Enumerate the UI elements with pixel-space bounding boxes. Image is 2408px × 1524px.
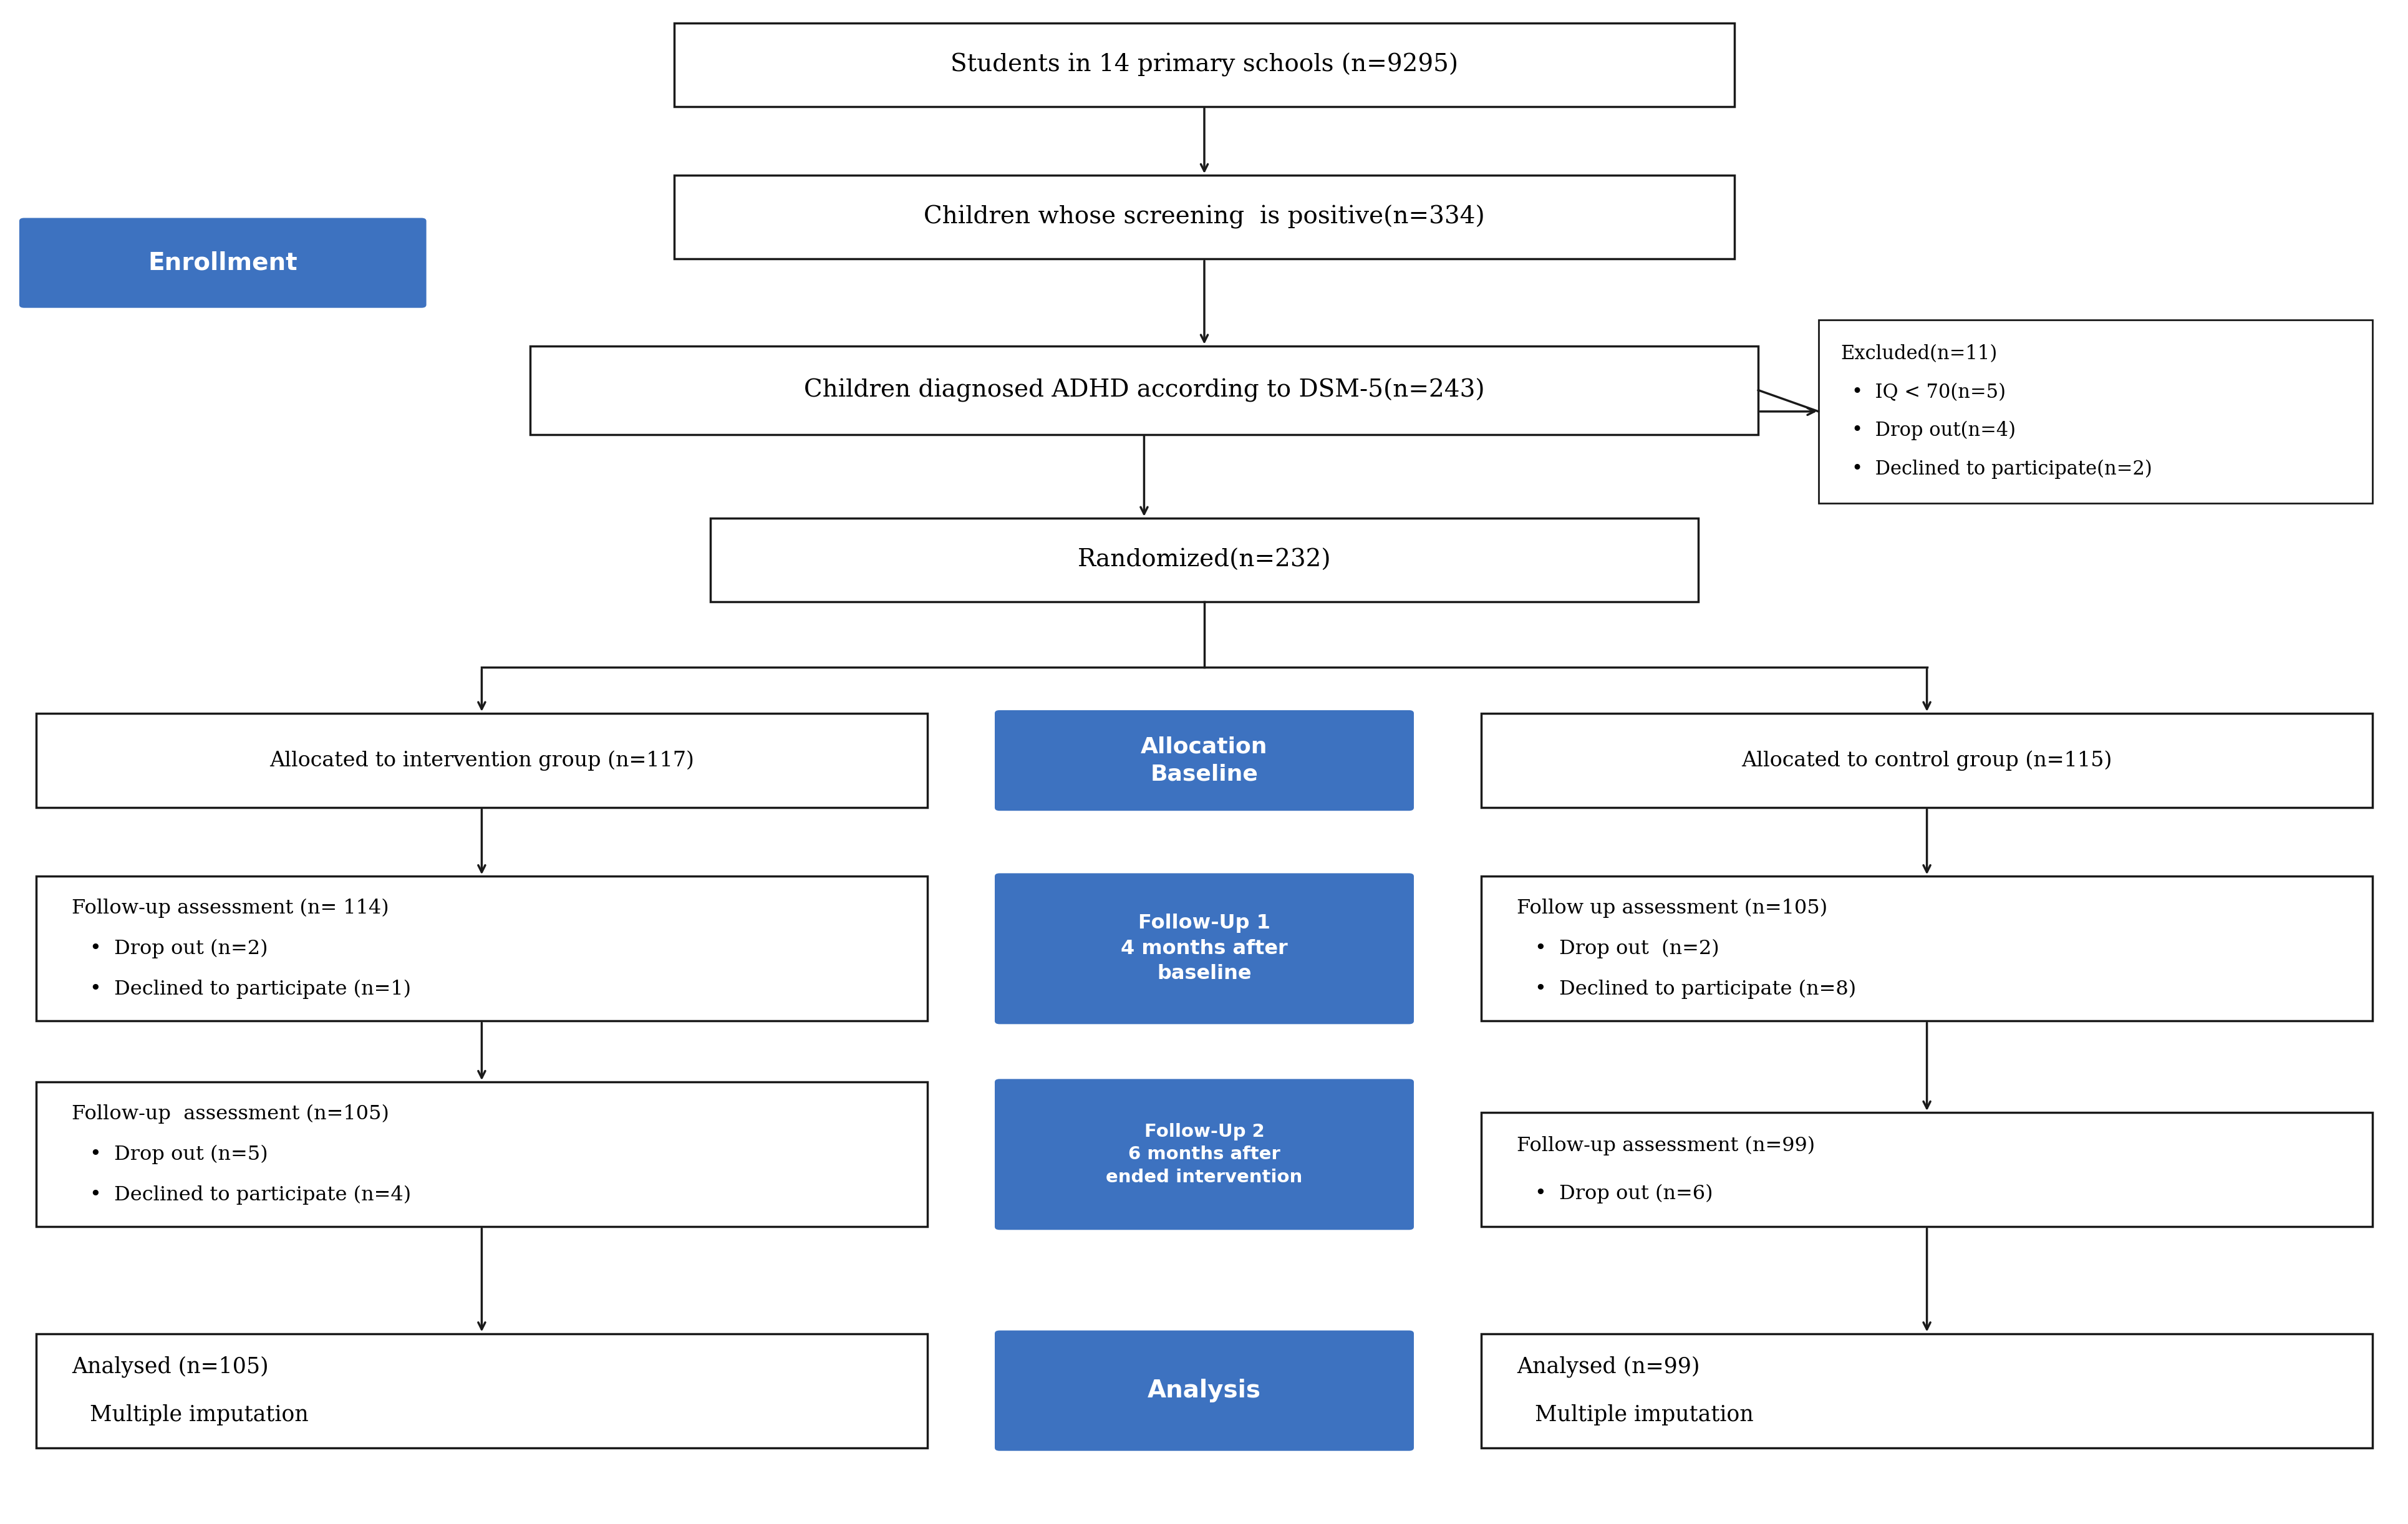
Text: Follow-up assessment (n= 114): Follow-up assessment (n= 114) [72,899,388,917]
Text: Multiple imputation: Multiple imputation [1534,1404,1753,1425]
FancyBboxPatch shape [36,1334,927,1448]
FancyBboxPatch shape [995,873,1413,1024]
FancyBboxPatch shape [1481,876,2372,1021]
Text: Enrollment: Enrollment [147,251,299,274]
FancyBboxPatch shape [1481,1334,2372,1448]
Text: •  Declined to participate(n=2): • Declined to participate(n=2) [1852,459,2153,479]
Text: Children diagnosed ADHD according to DSM-5(n=243): Children diagnosed ADHD according to DSM… [804,378,1483,402]
Text: •  Drop out(n=4): • Drop out(n=4) [1852,421,2015,440]
Text: Children whose screening  is positive(n=334): Children whose screening is positive(n=3… [925,206,1483,229]
Text: Analysis: Analysis [1146,1379,1262,1402]
FancyBboxPatch shape [36,876,927,1021]
FancyBboxPatch shape [995,1330,1413,1451]
Text: Randomized(n=232): Randomized(n=232) [1076,549,1332,572]
FancyBboxPatch shape [674,175,1734,259]
Text: Allocation
Baseline: Allocation Baseline [1141,736,1267,785]
Text: •  Drop out (n=6): • Drop out (n=6) [1534,1184,1712,1204]
Text: Follow-Up 1
4 months after
baseline: Follow-Up 1 4 months after baseline [1120,914,1288,983]
Text: Multiple imputation: Multiple imputation [89,1404,308,1425]
FancyBboxPatch shape [1481,1113,2372,1227]
Text: Analysed (n=99): Analysed (n=99) [1517,1356,1700,1378]
Text: Analysed (n=105): Analysed (n=105) [72,1356,270,1378]
Text: Follow-up assessment (n=99): Follow-up assessment (n=99) [1517,1135,1816,1155]
Text: •  Declined to participate (n=8): • Declined to participate (n=8) [1534,980,1857,998]
Text: •  Drop out (n=2): • Drop out (n=2) [89,939,267,959]
Text: Allocated to intervention group (n=117): Allocated to intervention group (n=117) [270,750,694,771]
Text: •  Declined to participate (n=1): • Declined to participate (n=1) [89,980,412,998]
FancyBboxPatch shape [995,1079,1413,1230]
Text: •  IQ < 70(n=5): • IQ < 70(n=5) [1852,383,2006,402]
FancyBboxPatch shape [1481,713,2372,808]
FancyBboxPatch shape [674,23,1734,107]
FancyBboxPatch shape [19,218,426,308]
Text: Follow up assessment (n=105): Follow up assessment (n=105) [1517,899,1828,917]
Text: Students in 14 primary schools (n=9295): Students in 14 primary schools (n=9295) [951,53,1457,76]
Text: Allocated to control group (n=115): Allocated to control group (n=115) [1741,750,2112,771]
FancyBboxPatch shape [36,1082,927,1227]
Text: Excluded(n=11): Excluded(n=11) [1840,344,1996,364]
FancyBboxPatch shape [36,713,927,808]
FancyBboxPatch shape [995,710,1413,811]
Text: Follow-up  assessment (n=105): Follow-up assessment (n=105) [72,1105,390,1123]
FancyBboxPatch shape [1818,320,2372,503]
FancyBboxPatch shape [710,518,1698,602]
Text: •  Declined to participate (n=4): • Declined to participate (n=4) [89,1186,412,1204]
FancyBboxPatch shape [530,346,1758,434]
Text: Follow-Up 2
6 months after
ended intervention: Follow-Up 2 6 months after ended interve… [1105,1123,1303,1186]
Text: •  Drop out  (n=2): • Drop out (n=2) [1534,939,1719,959]
Text: •  Drop out (n=5): • Drop out (n=5) [89,1145,267,1164]
